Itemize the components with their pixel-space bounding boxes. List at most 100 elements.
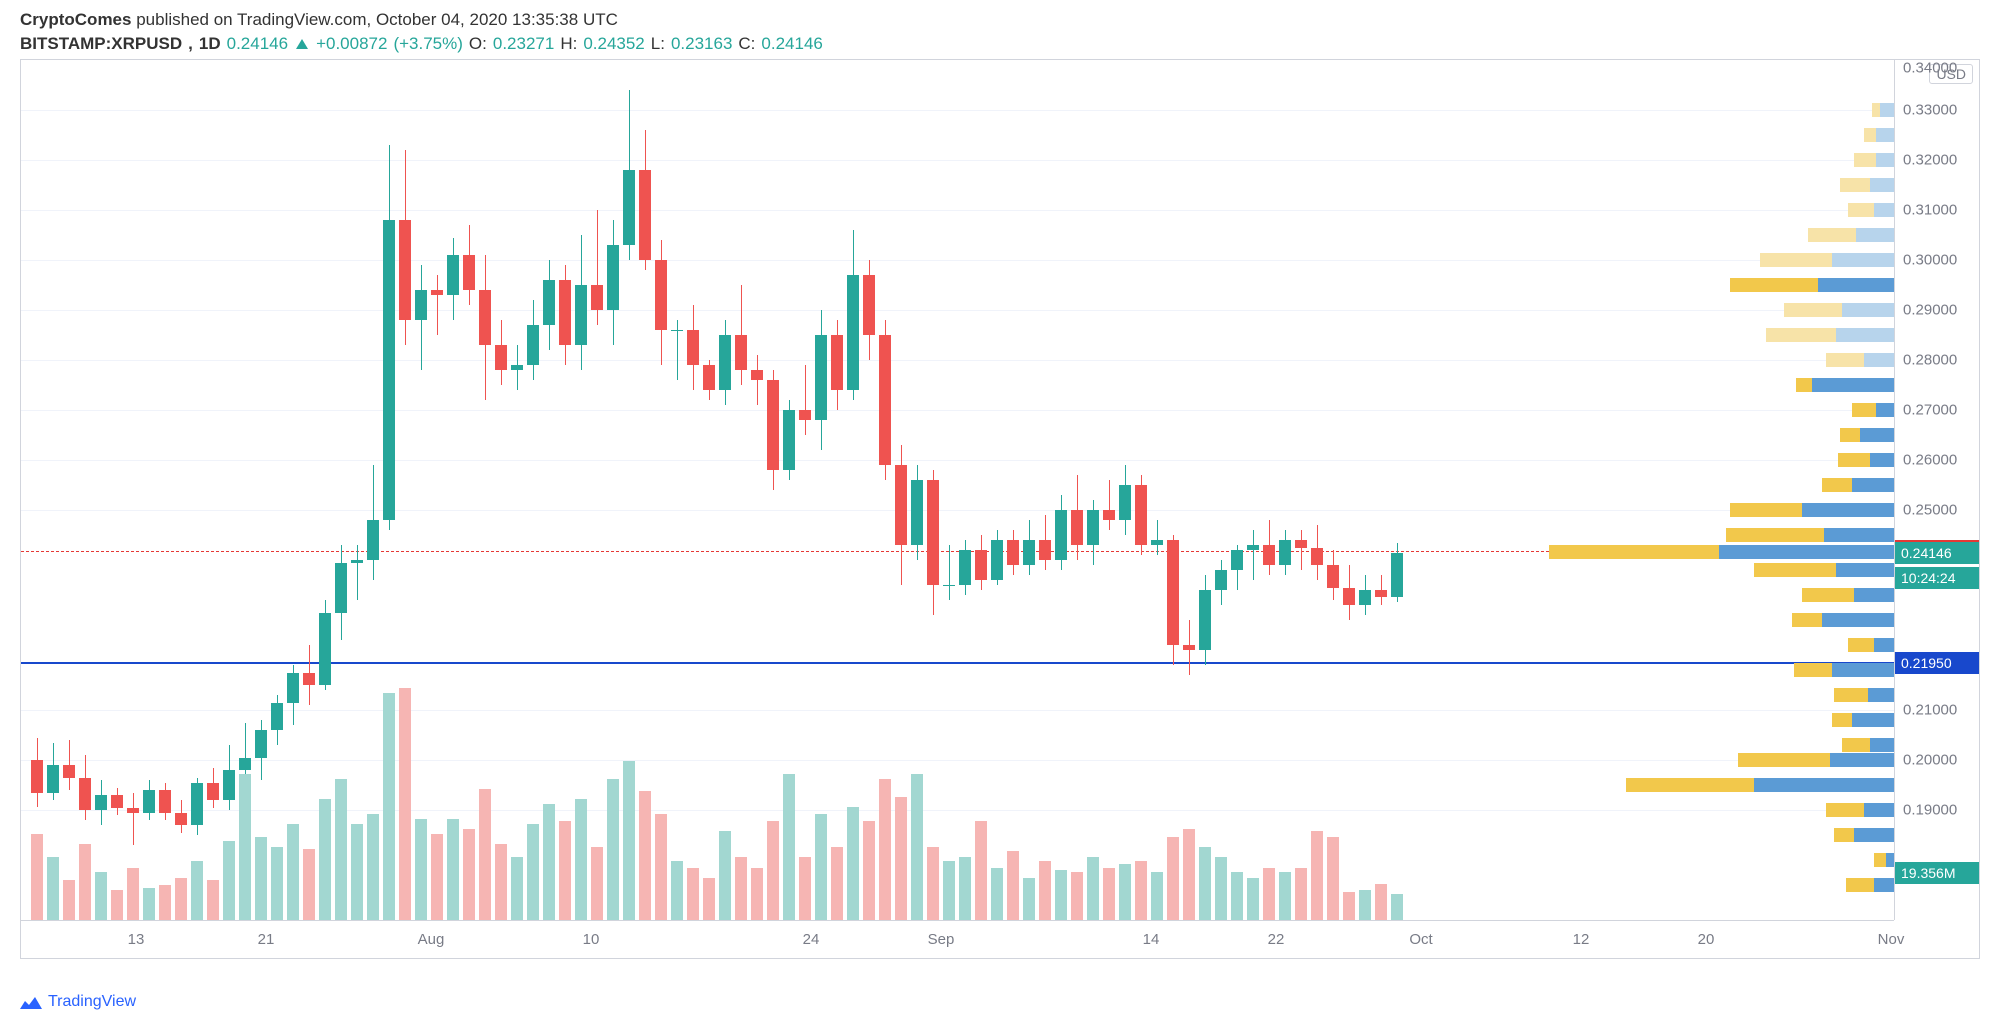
volume-bar[interactable] [959, 857, 971, 920]
volume-bar[interactable] [799, 857, 811, 920]
volume-bar[interactable] [767, 821, 779, 920]
candle[interactable] [1103, 510, 1115, 520]
volume-bar[interactable] [447, 819, 459, 920]
volume-profile-bar[interactable] [1730, 503, 1894, 517]
candle[interactable] [143, 790, 155, 813]
candle[interactable] [95, 795, 107, 810]
candle[interactable] [1231, 550, 1243, 570]
volume-profile-bar[interactable] [1832, 713, 1894, 727]
volume-profile-bar[interactable] [1846, 878, 1894, 892]
candle[interactable] [559, 280, 571, 345]
volume-bar[interactable] [703, 878, 715, 920]
volume-bar[interactable] [383, 693, 395, 920]
volume-bar[interactable] [975, 821, 987, 920]
candle[interactable] [591, 285, 603, 310]
volume-bar[interactable] [911, 774, 923, 920]
candle[interactable] [1215, 570, 1227, 590]
candle[interactable] [127, 808, 139, 813]
volume-bar[interactable] [143, 888, 155, 920]
candle[interactable] [367, 520, 379, 560]
candle[interactable] [1039, 540, 1051, 560]
candle[interactable] [1183, 645, 1195, 650]
volume-profile-bar[interactable] [1822, 478, 1894, 492]
volume-bar[interactable] [1295, 868, 1307, 920]
candle[interactable] [607, 245, 619, 310]
candle[interactable] [991, 540, 1003, 580]
candle[interactable] [655, 260, 667, 330]
candle[interactable] [1135, 485, 1147, 545]
volume-bar[interactable] [1087, 857, 1099, 920]
candle[interactable] [1391, 553, 1403, 597]
candle[interactable] [943, 585, 955, 586]
volume-bar[interactable] [607, 779, 619, 920]
candle[interactable] [783, 410, 795, 470]
candle[interactable] [815, 335, 827, 420]
candle[interactable] [1263, 545, 1275, 565]
volume-bar[interactable] [591, 847, 603, 920]
volume-bar[interactable] [1263, 868, 1275, 920]
volume-profile-bar[interactable] [1730, 278, 1894, 292]
volume-bar[interactable] [95, 872, 107, 920]
volume-bar[interactable] [1071, 872, 1083, 920]
candle[interactable] [895, 465, 907, 545]
chart-container[interactable]: USD 0.330000.320000.310000.300000.290000… [20, 59, 1980, 959]
candle[interactable] [271, 703, 283, 731]
volume-bar[interactable] [639, 791, 651, 920]
candle[interactable] [671, 330, 683, 331]
candle[interactable] [111, 795, 123, 808]
volume-profile-bar[interactable] [1834, 688, 1894, 702]
time-axis[interactable]: 1321Aug1024Sep1422Oct1220Nov [21, 920, 1894, 958]
candle[interactable] [223, 770, 235, 800]
volume-bar[interactable] [479, 789, 491, 920]
volume-bar[interactable] [463, 829, 475, 920]
volume-bar[interactable] [335, 779, 347, 920]
chart-plot-area[interactable] [21, 60, 1894, 920]
volume-bar[interactable] [1135, 861, 1147, 920]
volume-bar[interactable] [1039, 861, 1051, 920]
volume-bar[interactable] [415, 819, 427, 920]
volume-profile-bar[interactable] [1626, 778, 1894, 792]
candle[interactable] [863, 275, 875, 335]
volume-bar[interactable] [879, 779, 891, 920]
candle[interactable] [543, 280, 555, 325]
horizontal-line[interactable] [21, 662, 1894, 664]
volume-bar[interactable] [991, 868, 1003, 920]
candle[interactable] [47, 765, 59, 793]
volume-bar[interactable] [303, 849, 315, 920]
candle[interactable] [959, 550, 971, 585]
volume-profile-bar[interactable] [1738, 753, 1894, 767]
candle[interactable] [799, 410, 811, 420]
volume-profile-bar[interactable] [1792, 613, 1894, 627]
candle[interactable] [431, 290, 443, 295]
volume-bar[interactable] [751, 868, 763, 920]
candle[interactable] [191, 783, 203, 826]
volume-bar[interactable] [399, 688, 411, 920]
volume-bar[interactable] [1151, 872, 1163, 920]
volume-bar[interactable] [127, 868, 139, 920]
volume-bar[interactable] [271, 847, 283, 920]
candle[interactable] [1359, 590, 1371, 605]
candle[interactable] [319, 613, 331, 686]
candle[interactable] [639, 170, 651, 260]
candle[interactable] [415, 290, 427, 320]
volume-bar[interactable] [655, 814, 667, 920]
volume-profile-bar[interactable] [1854, 153, 1894, 167]
volume-bar[interactable] [1007, 851, 1019, 920]
volume-profile-bar[interactable] [1754, 563, 1894, 577]
volume-bar[interactable] [847, 807, 859, 920]
symbol[interactable]: BITSTAMP:XRPUSD [20, 34, 182, 54]
volume-profile-bar[interactable] [1826, 353, 1894, 367]
volume-bar[interactable] [1375, 884, 1387, 920]
volume-bar[interactable] [1391, 894, 1403, 920]
candle[interactable] [1087, 510, 1099, 545]
candle[interactable] [719, 335, 731, 390]
volume-bar[interactable] [1183, 829, 1195, 920]
volume-bar[interactable] [783, 774, 795, 920]
volume-bar[interactable] [1055, 870, 1067, 920]
volume-bar[interactable] [1343, 892, 1355, 920]
volume-profile-bar[interactable] [1826, 803, 1894, 817]
candle[interactable] [831, 335, 843, 390]
candle[interactable] [159, 790, 171, 813]
candle[interactable] [463, 255, 475, 290]
volume-profile-bar[interactable] [1802, 588, 1894, 602]
